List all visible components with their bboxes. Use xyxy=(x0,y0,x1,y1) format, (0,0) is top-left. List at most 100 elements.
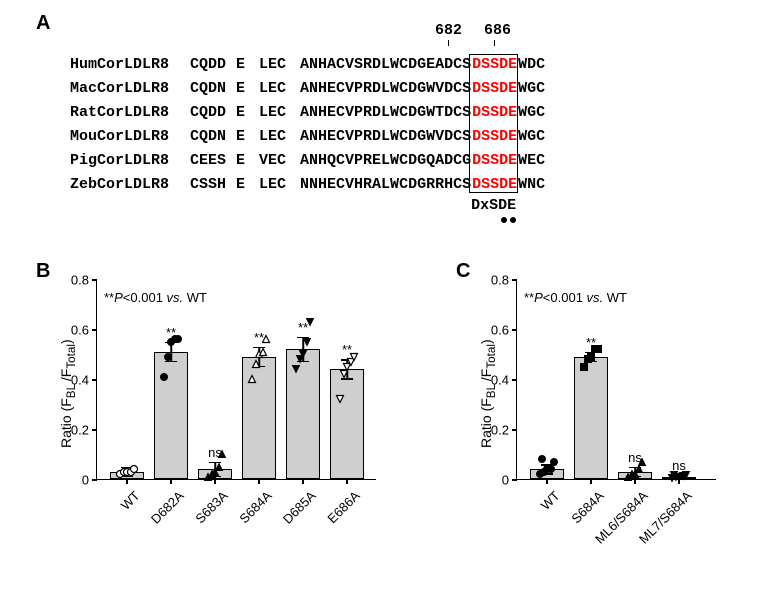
bar-group xyxy=(330,279,364,479)
y-tick-label: 0.8 xyxy=(491,273,509,288)
x-tick xyxy=(126,479,128,484)
pnote-mid: P xyxy=(534,290,543,305)
x-tick xyxy=(634,479,636,484)
y-tick xyxy=(92,429,97,431)
significance-label: ** xyxy=(254,330,264,345)
ylabel-post: ) xyxy=(58,339,74,344)
bar xyxy=(574,357,608,480)
panel-c-label: C xyxy=(456,260,470,283)
y-tick xyxy=(92,379,97,381)
pnote-post: <0.001 vs. WT xyxy=(123,290,207,305)
tick-682 xyxy=(448,40,449,46)
y-tick xyxy=(512,379,517,381)
bar xyxy=(330,369,364,479)
data-point xyxy=(336,395,345,404)
chart-c-pnote: **P<0.001 vs. WT xyxy=(524,290,627,305)
panel-a-label: A xyxy=(36,12,50,35)
ylabel-sub2: Total xyxy=(65,344,78,369)
pnote-mid: P xyxy=(114,290,123,305)
motif-dot-1 xyxy=(501,217,507,223)
x-tick-label: S684A xyxy=(568,488,606,526)
tick-686 xyxy=(494,40,495,46)
y-tick xyxy=(512,279,517,281)
bar-group xyxy=(110,279,144,479)
x-tick xyxy=(302,479,304,484)
seq-name: PigCorLDLR8 xyxy=(70,152,190,169)
data-point xyxy=(252,360,261,369)
x-tick-label: S683A xyxy=(192,488,230,526)
y-tick-label: 0.8 xyxy=(71,273,89,288)
x-tick xyxy=(546,479,548,484)
x-tick-label: D682A xyxy=(148,488,187,527)
bar-group xyxy=(154,279,188,479)
x-tick xyxy=(214,479,216,484)
y-tick-label: 0.2 xyxy=(71,423,89,438)
ylabel-sub2: Total xyxy=(485,344,498,369)
x-tick-label: WT xyxy=(538,488,563,513)
y-tick-label: 0 xyxy=(502,473,509,488)
seq-name: MacCorLDLR8 xyxy=(70,80,190,97)
ylabel-post: ) xyxy=(478,339,494,344)
x-tick xyxy=(678,479,680,484)
bar-group xyxy=(662,279,696,479)
data-point xyxy=(550,457,559,466)
y-tick-label: 0.6 xyxy=(491,323,509,338)
pos-682-label: 682 xyxy=(435,22,462,39)
significance-label: ** xyxy=(342,342,352,357)
x-tick-label: WT xyxy=(118,488,143,513)
x-tick xyxy=(590,479,592,484)
chart-b-plot: 00.20.40.60.8**ns****** xyxy=(96,280,376,480)
x-tick xyxy=(170,479,172,484)
data-point xyxy=(259,347,268,356)
y-tick xyxy=(92,279,97,281)
significance-label: ns xyxy=(208,445,222,460)
y-tick xyxy=(512,329,517,331)
seq-name: ZebCorLDLR8 xyxy=(70,176,190,193)
significance-label: ** xyxy=(298,320,308,335)
data-point xyxy=(303,337,312,346)
y-tick-label: 0.4 xyxy=(71,373,89,388)
motif-dot-2 xyxy=(510,217,516,223)
significance-label: ** xyxy=(166,325,176,340)
pnote-pre: ** xyxy=(104,290,114,305)
chart-c-plot: 00.20.40.60.8**nsns xyxy=(516,280,716,480)
alignment-header: 682 686 xyxy=(70,28,545,52)
y-tick-label: 0.6 xyxy=(71,323,89,338)
x-tick xyxy=(346,479,348,484)
x-tick-label: E686A xyxy=(324,488,362,526)
x-tick-label: D685A xyxy=(280,488,319,527)
y-tick xyxy=(512,479,517,481)
seq-name: RatCorLDLR8 xyxy=(70,104,190,121)
chart-b-pnote: **P<0.001 vs. WT xyxy=(104,290,207,305)
data-point xyxy=(160,372,169,381)
bar-group xyxy=(574,279,608,479)
y-tick-label: 0.2 xyxy=(491,423,509,438)
data-point xyxy=(292,365,301,374)
x-tick-label: S684A xyxy=(236,488,274,526)
data-point xyxy=(164,352,173,361)
motif-consensus-label: DxSDE xyxy=(471,197,516,214)
seq-name: MouCorLDLR8 xyxy=(70,128,190,145)
y-tick-label: 0.4 xyxy=(491,373,509,388)
significance-label: ** xyxy=(586,335,596,350)
data-point xyxy=(215,462,224,471)
data-point xyxy=(248,375,257,384)
seq-name: HumCorLDLR8 xyxy=(70,56,190,73)
bar-group xyxy=(286,279,320,479)
alignment-panel: 682 686 HumCorLDLR8CQDDELECANHACVSRDLWCD… xyxy=(70,28,545,196)
significance-label: ns xyxy=(672,458,686,473)
bar-group xyxy=(530,279,564,479)
pos-686-label: 686 xyxy=(484,22,511,39)
y-tick xyxy=(92,329,97,331)
y-tick xyxy=(512,429,517,431)
data-point xyxy=(130,465,139,474)
y-tick-label: 0 xyxy=(82,473,89,488)
data-point xyxy=(538,455,547,464)
significance-label: ns xyxy=(628,450,642,465)
bar-group xyxy=(242,279,276,479)
y-tick xyxy=(92,479,97,481)
x-tick xyxy=(258,479,260,484)
bar xyxy=(154,352,188,480)
pnote-pre: ** xyxy=(524,290,534,305)
pnote-post: <0.001 vs. WT xyxy=(543,290,627,305)
